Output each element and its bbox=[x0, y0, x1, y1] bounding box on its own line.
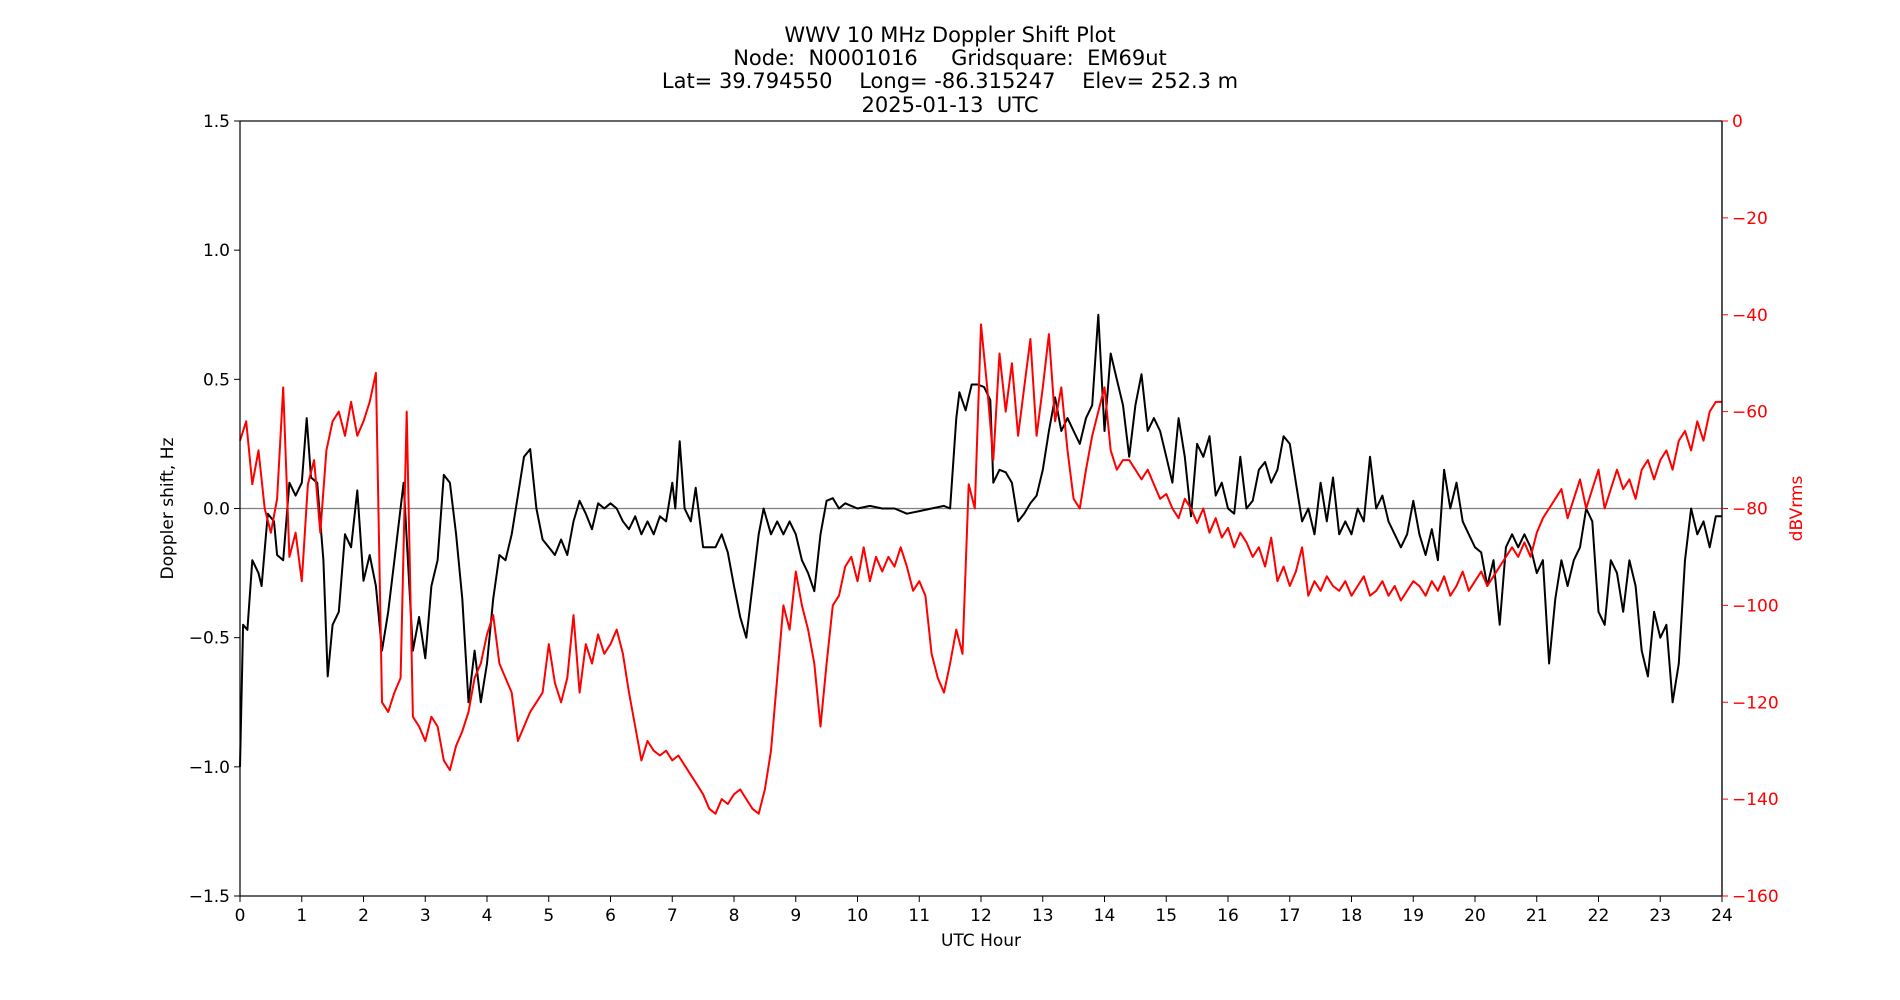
y-left-tick-label: 0.0 bbox=[203, 500, 230, 520]
chart-title: WWV 10 MHz Doppler Shift Plot bbox=[784, 23, 1116, 47]
x-tick-label: 6 bbox=[605, 906, 616, 926]
y-right-tick-label: −100 bbox=[1732, 596, 1779, 616]
x-tick-label: 3 bbox=[420, 906, 431, 926]
x-tick-label: 0 bbox=[235, 906, 246, 926]
x-tick-label: 17 bbox=[1279, 906, 1301, 926]
y-left-tick-label: −0.5 bbox=[189, 629, 230, 649]
y-right-tick-label: −60 bbox=[1732, 403, 1768, 423]
x-tick-label: 21 bbox=[1526, 906, 1548, 926]
x-tick-label: 1 bbox=[296, 906, 307, 926]
x-tick-label: 5 bbox=[543, 906, 554, 926]
y-right-tick-label: −160 bbox=[1732, 887, 1779, 907]
y-left-tick-label: 1.0 bbox=[203, 241, 230, 261]
x-tick-label: 7 bbox=[667, 906, 678, 926]
x-tick-label: 22 bbox=[1588, 906, 1610, 926]
x-axis-label: UTC Hour bbox=[941, 931, 1021, 951]
y-right-tick-label: −120 bbox=[1732, 693, 1779, 713]
x-tick-label: 8 bbox=[729, 906, 740, 926]
y-right-tick-label: −40 bbox=[1732, 306, 1768, 326]
y-left-axis-label: Doppler shift, Hz bbox=[158, 437, 178, 579]
x-tick-label: 4 bbox=[482, 906, 493, 926]
y-left-tick-label: −1.5 bbox=[189, 887, 230, 907]
chart-subtitle-location: Lat= 39.794550 Long= -86.315247 Elev= 25… bbox=[661, 69, 1239, 93]
y-left-tick-label: 1.5 bbox=[203, 112, 230, 132]
y-right-tick-label: −140 bbox=[1732, 790, 1779, 810]
y-left-tick-label: −1.0 bbox=[189, 758, 230, 778]
x-tick-label: 12 bbox=[970, 906, 992, 926]
y-right-tick-label: 0 bbox=[1732, 112, 1743, 132]
y-right-tick-label: −80 bbox=[1732, 500, 1768, 520]
x-tick-label: 19 bbox=[1402, 906, 1424, 926]
x-tick-label: 14 bbox=[1094, 906, 1116, 926]
x-tick-label: 24 bbox=[1711, 906, 1733, 926]
y-right-axis-label: dBVrms bbox=[1787, 476, 1807, 542]
y-left-tick-label: 0.5 bbox=[203, 370, 230, 390]
x-tick-label: 18 bbox=[1341, 906, 1363, 926]
x-tick-label: 9 bbox=[790, 906, 801, 926]
x-tick-label: 15 bbox=[1155, 906, 1177, 926]
x-tick-label: 13 bbox=[1032, 906, 1054, 926]
x-tick-label: 16 bbox=[1217, 906, 1239, 926]
x-tick-label: 2 bbox=[358, 906, 369, 926]
y-right-tick-label: −20 bbox=[1732, 209, 1768, 229]
power-series-line bbox=[239, 323, 1722, 815]
doppler-series-line bbox=[239, 313, 1722, 767]
x-tick-label: 23 bbox=[1649, 906, 1671, 926]
x-tick-label: 11 bbox=[908, 906, 930, 926]
chart-subtitle-node: Node: N0001016 Gridsquare: EM69ut bbox=[733, 46, 1167, 70]
x-tick-label: 20 bbox=[1464, 906, 1486, 926]
chart-subtitle-date: 2025-01-13 UTC bbox=[861, 93, 1039, 117]
x-tick-label: 10 bbox=[847, 906, 869, 926]
